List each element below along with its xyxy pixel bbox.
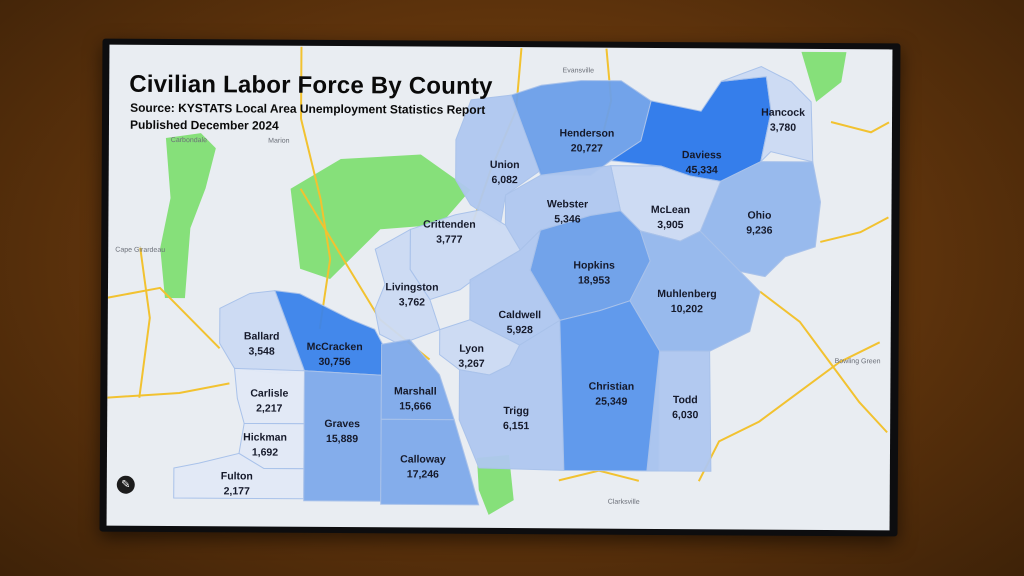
county-name-ohio: Ohio <box>747 210 771 222</box>
county-name-crittenden: Crittenden <box>423 219 476 231</box>
county-name-union: Union <box>490 159 520 171</box>
pencil-icon: ✎ <box>121 478 131 491</box>
county-muhlenberg[interactable] <box>629 230 761 352</box>
county-name-henderson: Henderson <box>559 127 614 139</box>
county-labels: Union 6,082 Henderson 20,727 Daviess 45,334 Ha… <box>221 107 805 498</box>
county-value-calloway: 17,246 <box>407 468 439 480</box>
source-text: Source: KYSTATS Local Area Unemployment … <box>130 100 486 117</box>
county-name-trigg: Trigg <box>503 405 529 417</box>
county-name-livingston: Livingston <box>385 281 438 293</box>
county-value-hancock: 3,780 <box>770 122 797 134</box>
county-value-hopkins: 18,953 <box>578 274 610 286</box>
county-name-todd: Todd <box>673 394 698 406</box>
place-label: Clarksville <box>608 499 640 506</box>
road <box>107 286 221 349</box>
county-name-graves: Graves <box>324 418 360 430</box>
park-area <box>160 133 216 299</box>
map-title: Civilian Labor Force By County <box>129 70 493 100</box>
road <box>107 382 230 399</box>
place-label: Cape Girardeau <box>115 247 165 254</box>
county-value-todd: 6,030 <box>672 409 699 421</box>
county-value-lyon: 3,267 <box>458 358 485 370</box>
place-label: Evansville <box>563 67 595 74</box>
county-calloway[interactable] <box>380 418 480 506</box>
county-value-mclean: 3,905 <box>657 219 684 231</box>
county-value-fulton: 2,177 <box>224 485 251 497</box>
county-fulton[interactable] <box>173 452 305 500</box>
park-area <box>801 51 847 102</box>
county-value-ohio: 9,236 <box>746 225 773 237</box>
road <box>300 46 332 330</box>
published-text: Published December 2024 <box>129 117 279 133</box>
county-name-christian: Christian <box>589 381 635 393</box>
county-value-marshall: 15,666 <box>399 400 431 412</box>
county-value-trigg: 6,151 <box>503 420 530 432</box>
county-name-mclean: McLean <box>651 204 690 216</box>
place-label: Marion <box>268 138 290 145</box>
county-name-caldwell: Caldwell <box>498 309 541 321</box>
county-todd[interactable] <box>646 350 712 472</box>
road <box>697 341 881 482</box>
county-hancock[interactable] <box>721 66 814 164</box>
county-value-hickman: 1,692 <box>252 446 279 458</box>
county-name-hancock: Hancock <box>761 107 805 119</box>
county-value-caldwell: 5,928 <box>507 324 534 336</box>
map-canvas[interactable]: Evansville Carbondale Marion Cape Girardeau… <box>107 45 893 531</box>
county-name-lyon: Lyon <box>459 343 484 355</box>
county-value-graves: 15,889 <box>326 433 358 445</box>
place-label: Carbondale <box>171 137 207 144</box>
county-name-carlisle: Carlisle <box>250 387 288 399</box>
county-name-hopkins: Hopkins <box>573 259 615 271</box>
edit-button[interactable]: ✎ <box>116 475 135 494</box>
road <box>820 216 889 243</box>
county-value-webster: 5,346 <box>554 213 581 225</box>
county-value-muhlenberg: 10,202 <box>671 303 703 315</box>
county-marshall[interactable] <box>380 338 455 421</box>
screen: Evansville Carbondale Marion Cape Girardeau… <box>106 44 893 531</box>
county-layer <box>173 66 822 506</box>
county-value-ballard: 3,548 <box>248 345 275 357</box>
place-label: Bowling Green <box>835 358 881 365</box>
county-value-carlisle: 2,217 <box>256 403 283 415</box>
county-name-webster: Webster <box>547 198 588 210</box>
park-area <box>476 455 514 515</box>
county-livingston[interactable] <box>374 228 441 345</box>
county-value-crittenden: 3,777 <box>436 234 463 246</box>
road <box>558 469 640 482</box>
county-name-marshall: Marshall <box>394 385 437 397</box>
road <box>759 290 888 434</box>
county-value-daviess: 45,334 <box>686 164 718 176</box>
county-name-mccracken: McCracken <box>307 341 363 353</box>
county-value-union: 6,082 <box>491 174 518 186</box>
road <box>830 121 890 134</box>
county-name-muhlenberg: Muhlenberg <box>657 288 717 300</box>
county-name-calloway: Calloway <box>400 453 446 465</box>
county-value-christian: 25,349 <box>595 396 627 408</box>
tv-frame: Evansville Carbondale Marion Cape Girardeau… <box>99 38 901 537</box>
county-value-livingston: 3,762 <box>399 296 426 308</box>
county-name-hickman: Hickman <box>243 431 287 443</box>
county-name-ballard: Ballard <box>244 330 280 342</box>
county-name-fulton: Fulton <box>221 470 253 482</box>
county-name-daviess: Daviess <box>682 149 722 161</box>
county-value-mccracken: 30,756 <box>318 356 350 368</box>
road <box>138 247 151 398</box>
county-value-henderson: 20,727 <box>571 142 603 154</box>
